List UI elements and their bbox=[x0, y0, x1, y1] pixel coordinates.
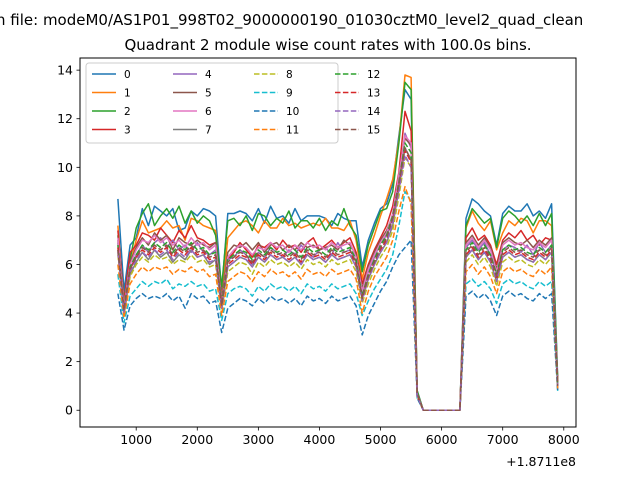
legend-label-4: 4 bbox=[205, 69, 212, 81]
chart-title: Quadrant 2 module wise count rates with … bbox=[124, 36, 531, 54]
legend-label-9: 9 bbox=[286, 88, 293, 100]
legend-label-5: 5 bbox=[205, 88, 212, 100]
legend-label-6: 6 bbox=[205, 106, 212, 118]
legend-label-13: 13 bbox=[367, 88, 380, 100]
legend-label-11: 11 bbox=[286, 125, 299, 137]
x-tick-label: 1000 bbox=[120, 432, 152, 447]
x-tick-label: 2000 bbox=[181, 432, 213, 447]
legend-label-1: 1 bbox=[124, 88, 131, 100]
series-line-6 bbox=[117, 134, 559, 411]
y-tick-label: 4 bbox=[65, 306, 73, 321]
series-line-14 bbox=[117, 154, 559, 411]
series-line-11 bbox=[117, 185, 559, 411]
x-tick-label: 7000 bbox=[487, 432, 519, 447]
x-tick-label: 3000 bbox=[242, 432, 274, 447]
legend-label-12: 12 bbox=[367, 69, 380, 81]
series-line-15 bbox=[117, 147, 559, 411]
legend-label-15: 15 bbox=[367, 125, 380, 137]
y-tick-label: 12 bbox=[57, 111, 73, 126]
x-axis: 1000 2000 3000 4000 5000 6000 7000 8000 bbox=[120, 427, 580, 447]
legend-label-8: 8 bbox=[286, 69, 293, 81]
y-tick-label: 0 bbox=[65, 403, 73, 418]
plot-area bbox=[117, 74, 559, 411]
series-line-10 bbox=[117, 239, 559, 411]
legend-label-3: 3 bbox=[124, 125, 131, 137]
legend-label-0: 0 bbox=[124, 69, 131, 81]
y-tick-label: 6 bbox=[65, 257, 73, 272]
series-line-8 bbox=[117, 156, 559, 411]
x-offset-label: +1.8711e8 bbox=[506, 454, 576, 469]
y-tick-label: 10 bbox=[57, 160, 73, 175]
series-line-4 bbox=[117, 132, 559, 411]
figure-suptitle: n file: modeM0/AS1P01_998T02_9000000190_… bbox=[0, 11, 583, 30]
series-line-12 bbox=[117, 142, 559, 411]
legend-label-10: 10 bbox=[286, 106, 299, 118]
series-line-2 bbox=[117, 81, 559, 411]
legend-frame bbox=[85, 62, 339, 144]
y-tick-label: 14 bbox=[57, 63, 73, 78]
series-line-1 bbox=[117, 74, 559, 411]
axes-frame bbox=[79, 57, 577, 428]
x-tick-label: 6000 bbox=[426, 432, 458, 447]
legend-label-14: 14 bbox=[367, 106, 381, 118]
legend-label-2: 2 bbox=[124, 106, 131, 118]
legend-label-7: 7 bbox=[205, 125, 212, 137]
y-axis: 0 2 4 6 8 10 12 14 bbox=[57, 63, 80, 418]
x-tick-label: 8000 bbox=[548, 432, 580, 447]
x-tick-label: 4000 bbox=[304, 432, 336, 447]
series-line-9 bbox=[117, 190, 559, 411]
y-tick-label: 2 bbox=[65, 354, 73, 369]
x-tick-label: 5000 bbox=[365, 432, 397, 447]
y-tick-label: 8 bbox=[65, 208, 73, 223]
series-line-13 bbox=[117, 149, 559, 411]
